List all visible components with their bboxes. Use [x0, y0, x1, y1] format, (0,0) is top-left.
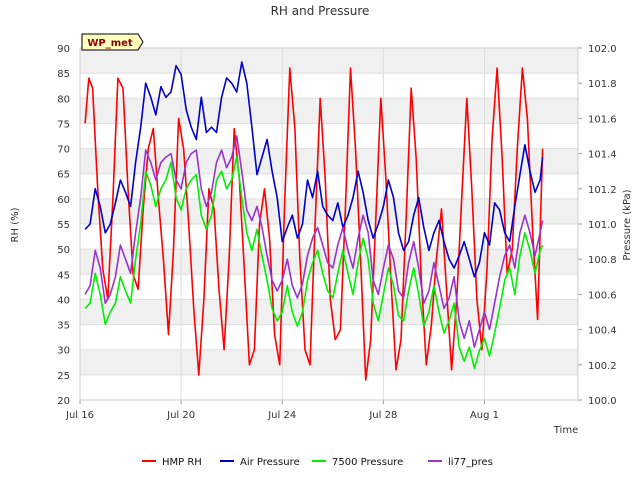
series-line-air-pressure	[84, 61, 544, 278]
y-right-tick-label: 102.0	[588, 44, 617, 55]
y-right-tick-label: 100.6	[588, 290, 617, 301]
grid-lines	[79, 47, 578, 401]
station-badge-label: WP_met	[87, 38, 133, 49]
y-left-tick-label: 70	[57, 145, 70, 156]
legend-item-hmp-rh: HMP RH	[142, 457, 202, 468]
y-right-tick-label: 101.2	[588, 185, 617, 196]
x-tick-label: Jul 16	[65, 410, 94, 421]
y-right-tick-label: 101.4	[588, 150, 617, 161]
y-right-tick-label: 100.4	[588, 326, 617, 337]
grid-band	[80, 349, 578, 375]
chart-title: RH and Pressure	[271, 4, 370, 18]
x-axis-title: Time	[553, 425, 578, 436]
y-left-tick-label: 35	[57, 321, 70, 332]
y-left-tick-label: 85	[57, 69, 70, 80]
x-tick-label: Jul 28	[368, 410, 397, 421]
legend-label: 7500 Pressure	[332, 457, 403, 468]
legend-label: li77_pres	[448, 457, 493, 468]
y-right-tick-label: 101.6	[588, 114, 617, 125]
y-right-tick-label: 100.2	[588, 361, 617, 372]
y-left-tick-label: 65	[57, 170, 70, 181]
x-tick-label: Aug 1	[470, 410, 499, 421]
legend-item-li77-pres: li77_pres	[428, 457, 493, 468]
legend: HMP RH Air Pressure 7500 Pressure li77_pres	[142, 457, 493, 468]
y-right-tick-label: 101.0	[588, 220, 617, 231]
legend-item-air-pressure: Air Pressure	[220, 457, 300, 468]
y-left-tick-label: 50	[57, 245, 70, 256]
y-left-tick-label: 55	[57, 220, 70, 231]
y-left-tick-label: 60	[57, 195, 70, 206]
y-left-tick-label: 25	[57, 371, 70, 382]
legend-label: HMP RH	[162, 457, 202, 468]
y-left-tick-label: 30	[57, 346, 70, 357]
y-left-tick-label: 20	[57, 396, 70, 407]
y-left-tick-label: 40	[57, 295, 70, 306]
station-badge: WP_met	[81, 33, 144, 51]
series-line-hmp-rh	[84, 67, 544, 381]
y-right-tick-label: 100.8	[588, 255, 617, 266]
axes: 20 25 30 35 40 45 50 55 60 65 70 75 80 85 90 Jul 16 Jul …	[57, 44, 616, 421]
series-line-7500-pressure	[84, 156, 544, 370]
y-axis-right-title: Pressure (kPa)	[622, 189, 633, 260]
legend-item-7500-pressure: 7500 Pressure	[312, 457, 403, 468]
plot-border	[79, 47, 579, 401]
y-left-tick-label: 75	[57, 119, 70, 130]
y-right-tick-label: 101.8	[588, 79, 617, 90]
grid-band	[80, 299, 578, 325]
y-left-tick-label: 90	[57, 44, 70, 55]
y-left-tick-label: 80	[57, 94, 70, 105]
y-axis-left-title: RH (%)	[10, 207, 21, 242]
x-tick-label: Jul 20	[166, 410, 195, 421]
series-line-li77-pres	[84, 135, 544, 349]
series-layer	[84, 61, 544, 381]
y-right-tick-label: 100.0	[588, 396, 617, 407]
legend-label: Air Pressure	[240, 457, 300, 468]
x-tick-label: Jul 24	[267, 410, 296, 421]
station-badge-shape	[81, 33, 144, 51]
grid-band	[80, 48, 578, 74]
y-left-tick-label: 45	[57, 270, 70, 281]
